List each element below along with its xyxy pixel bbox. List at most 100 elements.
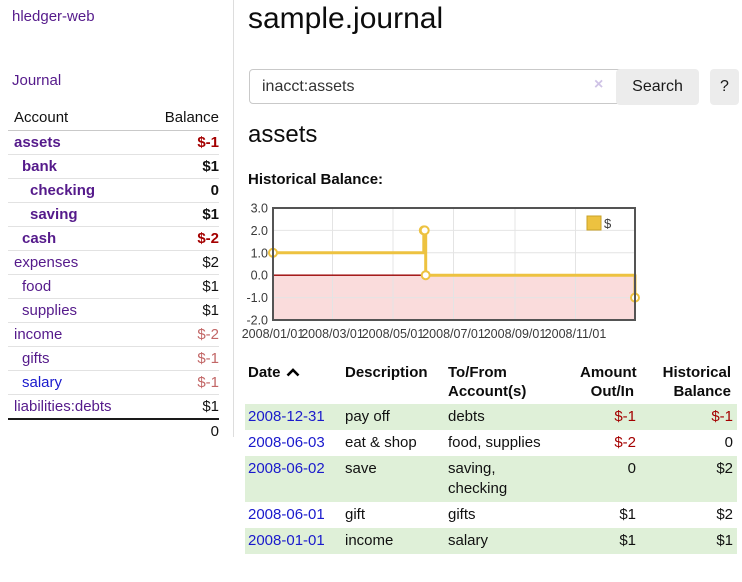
- search-button[interactable]: Search: [616, 69, 699, 105]
- register-balance: $-1: [711, 408, 733, 425]
- sidebar-item-journal[interactable]: Journal: [12, 72, 62, 89]
- register-date-cell: 2008-12-31: [245, 404, 342, 430]
- legend-label: $: [604, 216, 612, 231]
- accounts-header-account: Account: [14, 109, 69, 126]
- register-accounts: salary: [448, 532, 489, 549]
- account-link[interactable]: checking: [30, 182, 96, 199]
- register-amount: $1: [619, 506, 636, 523]
- account-link[interactable]: food: [22, 278, 52, 295]
- y-tick-label: -2.0: [246, 314, 268, 328]
- account-link[interactable]: salary: [22, 374, 63, 391]
- accounts-total-balance: 0: [210, 423, 219, 440]
- register-date-link[interactable]: 2008-12-31: [248, 408, 325, 425]
- register-balance: $2: [716, 506, 733, 523]
- register-date-link[interactable]: 2008-06-02: [248, 460, 325, 477]
- account-row: supplies $1: [8, 299, 219, 323]
- x-tick-label: 2008/11/01: [545, 327, 607, 341]
- register-date-link[interactable]: 2008-06-01: [248, 506, 325, 523]
- account-link[interactable]: gifts: [22, 350, 50, 367]
- sidebar-divider: [233, 0, 234, 437]
- register-header-amount: Amount Out/In: [580, 364, 637, 400]
- account-balance: $-2: [197, 230, 219, 247]
- account-balance: $1: [202, 206, 219, 223]
- account-balance: $-1: [197, 374, 219, 391]
- x-tick-label: 2008/07/01: [422, 327, 485, 341]
- historical-balance-chart: $3.0 2.0 1.0 0.0 -1.0 -2.02008/01/012008/03/0…: [242, 202, 640, 341]
- register-description: save: [345, 460, 377, 477]
- register-accounts: food, supplies: [448, 434, 541, 451]
- account-balance: $-2: [197, 326, 219, 343]
- x-tick-label: 2008/03/01: [301, 327, 364, 341]
- page-title: sample.journal: [248, 2, 444, 35]
- account-row: checking 0: [8, 179, 219, 203]
- search-input[interactable]: [249, 69, 625, 104]
- register-row: 2008-06-01 gift gifts $1 $2: [245, 502, 737, 528]
- register-accounts: debts: [448, 408, 485, 425]
- register-description: pay off: [345, 408, 390, 425]
- account-heading: assets: [248, 121, 318, 148]
- register-row: 2008-06-03 eat & shop food, supplies $-2 0: [245, 430, 737, 456]
- register-row: 2008-12-31 pay off debts $-1 $-1: [245, 404, 737, 430]
- register-header-to-from: To/From Account(s): [448, 364, 527, 400]
- account-link[interactable]: income: [14, 326, 63, 343]
- register-date-cell: 2008-06-01: [245, 502, 342, 528]
- accounts-total-row: 0: [8, 418, 219, 443]
- legend-swatch: [586, 215, 602, 231]
- register-date-cell: 2008-06-03: [245, 430, 342, 456]
- account-balance: 0: [210, 182, 219, 199]
- x-tick-label: 2008/01/01: [242, 327, 305, 341]
- register-description: eat & shop: [345, 434, 417, 451]
- account-link[interactable]: saving: [30, 206, 78, 223]
- accounts-header-balance: Balance: [164, 109, 219, 126]
- account-row: expenses $2: [8, 251, 219, 275]
- help-button[interactable]: ?: [710, 69, 739, 105]
- account-balance: $-1: [197, 350, 219, 367]
- account-link[interactable]: bank: [22, 158, 58, 175]
- x-tick-label: 2008/05/01: [362, 327, 425, 341]
- account-link[interactable]: cash: [22, 230, 57, 247]
- register-table: Date Description To/From Account(s) Amount Ou…: [245, 361, 737, 554]
- register-date-cell: 2008-01-01: [245, 528, 342, 554]
- account-balance: $-1: [197, 134, 219, 151]
- register-row: 2008-01-01 income salary $1 $1: [245, 528, 737, 554]
- account-row: cash $-2: [8, 227, 219, 251]
- account-row: assets $-1: [8, 131, 219, 155]
- register-balance: 0: [724, 434, 733, 451]
- sort-ascending-icon: [286, 368, 299, 377]
- register-header-description: Description: [345, 364, 428, 381]
- y-tick-label: 0.0: [251, 269, 268, 283]
- y-tick-label: 3.0: [251, 202, 268, 216]
- accounts-sidebar: Account Balance assets $-1 bank $1 check…: [8, 106, 219, 443]
- register-header-row: Date Description To/From Account(s) Amount Ou…: [245, 361, 737, 404]
- accounts-table-header: Account Balance: [8, 106, 219, 131]
- register-header-historical: Historical Balance: [662, 364, 731, 400]
- register-date-link[interactable]: 2008-06-03: [248, 434, 325, 451]
- account-row: income $-2: [8, 323, 219, 347]
- account-row: salary $-1: [8, 371, 219, 395]
- search-clear-icon[interactable]: ×: [594, 76, 604, 93]
- y-tick-label: 1.0: [251, 246, 268, 260]
- account-link[interactable]: liabilities:debts: [14, 398, 112, 415]
- chart-title: Historical Balance:: [248, 171, 384, 188]
- account-balance: $1: [202, 398, 219, 415]
- register-row: 2008-06-02 save saving, checking 0 $2: [245, 456, 737, 502]
- y-tick-label: -1.0: [246, 291, 268, 305]
- account-link[interactable]: expenses: [14, 254, 79, 271]
- account-row: saving $1: [8, 203, 219, 227]
- account-balance: $1: [202, 302, 219, 319]
- app-brand-link[interactable]: hledger-web: [12, 8, 95, 25]
- account-link[interactable]: supplies: [22, 302, 78, 319]
- account-link[interactable]: assets: [14, 134, 61, 151]
- register-balance: $1: [716, 532, 733, 549]
- account-balance: $1: [202, 278, 219, 295]
- register-amount: 0: [627, 460, 636, 477]
- register-date-cell: 2008-06-02: [245, 456, 342, 502]
- register-amount: $1: [619, 532, 636, 549]
- register-date-link[interactable]: 2008-01-01: [248, 532, 325, 549]
- register-header-date[interactable]: Date: [245, 361, 342, 404]
- chart-data-point: [420, 270, 431, 281]
- chart-data-point: [419, 225, 430, 236]
- account-row: gifts $-1: [8, 347, 219, 371]
- y-tick-label: 2.0: [251, 224, 268, 238]
